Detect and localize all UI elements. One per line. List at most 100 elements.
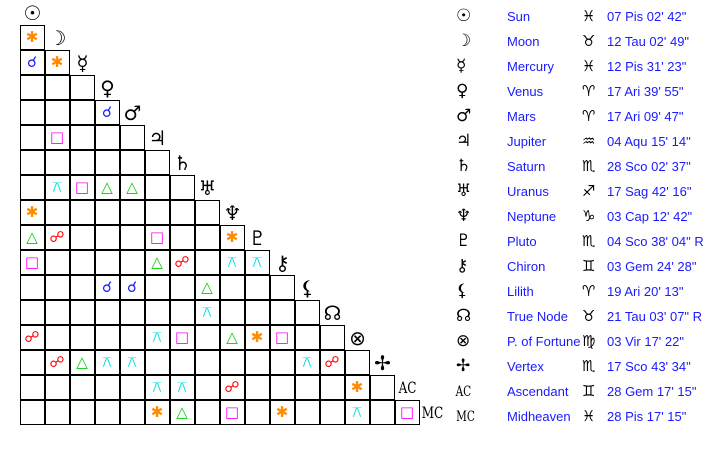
- planet-position: 28 Sco 02' 37": [607, 159, 691, 174]
- aspect-cell: [44, 299, 70, 325]
- aspect-cell: □: [269, 324, 295, 350]
- opposition-icon: ☍: [49, 227, 65, 246]
- aspect-cell: ⚻: [194, 299, 220, 325]
- aspect-cell: [269, 299, 295, 325]
- aspect-cell: ⚻: [169, 374, 195, 400]
- planet-position: 19 Ari 20' 13": [607, 284, 684, 299]
- aspect-cell: [19, 99, 45, 125]
- opposition-icon: ☍: [24, 327, 40, 346]
- aspect-cell: [244, 399, 270, 425]
- zodiac-sign-icon: ♒: [582, 132, 596, 150]
- aspect-cell: [194, 349, 220, 375]
- aspect-cell: □: [44, 124, 70, 150]
- aspect-cell: [119, 149, 145, 175]
- aspect-cell: [19, 124, 45, 150]
- zodiac-sign-icon: ♑: [582, 207, 596, 225]
- planet-position: 28 Gem 17' 15": [607, 384, 697, 399]
- opposition-icon: ☍: [49, 352, 65, 371]
- aspect-cell: ⚻: [94, 349, 120, 375]
- quincunx-icon: ⚻: [152, 377, 162, 396]
- true-node-icon: ☊: [323, 300, 342, 325]
- mercury-icon: ☿: [76, 50, 89, 75]
- aspect-cell: ⚻: [144, 374, 170, 400]
- aspect-cell: ⚻: [144, 324, 170, 350]
- quincunx-icon: ⚻: [252, 252, 262, 271]
- planet-name: True Node: [507, 309, 568, 324]
- planet-position: 03 Gem 24' 28": [607, 259, 697, 274]
- aspect-cell: △: [169, 399, 195, 425]
- aspect-cell: [144, 174, 170, 200]
- pluto-icon: ♇: [248, 225, 267, 250]
- planet-name: Ascendant: [507, 384, 569, 399]
- trine-icon: △: [226, 327, 238, 346]
- aspect-cell: [44, 324, 70, 350]
- quincunx-icon: ⚻: [102, 352, 112, 371]
- aspect-cell: [94, 399, 120, 425]
- aspect-cell: [94, 299, 120, 325]
- square-icon: □: [399, 402, 415, 421]
- quincunx-icon: ⚻: [177, 377, 187, 396]
- aspect-cell: △: [194, 274, 220, 300]
- planet-position: 17 Ari 39' 55": [607, 84, 684, 99]
- planet-position: 17 Sag 42' 16": [607, 184, 692, 199]
- aspect-cell: [69, 399, 95, 425]
- aspect-cell: [69, 224, 95, 250]
- aspect-cell: [69, 324, 95, 350]
- aspect-cell: [169, 349, 195, 375]
- aspect-cell: [94, 124, 120, 150]
- planet-name: Vertex: [507, 359, 544, 374]
- planet-row-neptune: ♆ Neptune ♑ 03 Cap 12' 42": [450, 205, 705, 230]
- aspect-cell: [169, 274, 195, 300]
- lilith-icon: ⚸: [456, 281, 469, 301]
- aspect-cell: ✱: [344, 374, 370, 400]
- planet-row-sun: ☉ Sun ♓ 07 Pis 02' 42": [450, 5, 705, 30]
- aspect-cell: ✱: [269, 399, 295, 425]
- aspect-cell: △: [19, 224, 45, 250]
- aspect-cell: [119, 224, 145, 250]
- aspect-cell: [119, 324, 145, 350]
- jupiter-icon: ♃: [148, 125, 167, 150]
- aspect-cell: ⚻: [294, 349, 320, 375]
- sextile-icon: ✱: [25, 202, 39, 221]
- aspect-cell: [44, 399, 70, 425]
- aspect-cell: ☍: [219, 374, 245, 400]
- aspect-cell: □: [69, 174, 95, 200]
- aspect-cell: [144, 349, 170, 375]
- aspect-cell: [44, 199, 70, 225]
- aspect-cell: [219, 299, 245, 325]
- aspect-cell: [44, 374, 70, 400]
- jupiter-icon: ♃: [456, 131, 472, 151]
- ascendant-icon: AC: [398, 377, 417, 397]
- aspect-cell: △: [219, 324, 245, 350]
- aspect-cell: [194, 224, 220, 250]
- planet-row-lilith: ⚸ Lilith ♈ 19 Ari 20' 13": [450, 280, 705, 305]
- planet-position: 07 Pis 02' 42": [607, 9, 687, 24]
- quincunx-icon: ⚻: [352, 402, 362, 421]
- zodiac-sign-icon: ♏: [582, 232, 596, 250]
- planet-position: 04 Sco 38' 04" R: [607, 234, 704, 249]
- aspect-cell: [69, 149, 95, 175]
- aspect-cell: ⚻: [119, 349, 145, 375]
- aspect-cell: ✱: [19, 199, 45, 225]
- zodiac-sign-icon: ♏: [582, 357, 596, 375]
- aspect-cell: □: [144, 224, 170, 250]
- aspect-cell: [144, 149, 170, 175]
- moon-icon: ☽: [48, 25, 67, 50]
- aspect-cell: □: [394, 399, 420, 425]
- planet-row-mars: ♂ Mars ♈ 17 Ari 09' 47": [450, 105, 705, 130]
- aspect-cell: △: [119, 174, 145, 200]
- aspect-cell: ⚻: [244, 249, 270, 275]
- aspect-cell: □: [169, 324, 195, 350]
- aspect-cell: [194, 249, 220, 275]
- aspect-cell: ☌: [94, 274, 120, 300]
- planet-position: 21 Tau 03' 07" R: [607, 309, 703, 324]
- moon-icon: ☽: [456, 31, 472, 51]
- aspect-cell: [69, 274, 95, 300]
- sextile-icon: ✱: [350, 377, 364, 396]
- pluto-icon: ♇: [456, 231, 472, 251]
- aspect-cell: ⚻: [44, 174, 70, 200]
- aspect-cell: △: [69, 349, 95, 375]
- aspect-cell: [19, 349, 45, 375]
- planet-position: 03 Vir 17' 22": [607, 334, 684, 349]
- aspect-cell: [194, 399, 220, 425]
